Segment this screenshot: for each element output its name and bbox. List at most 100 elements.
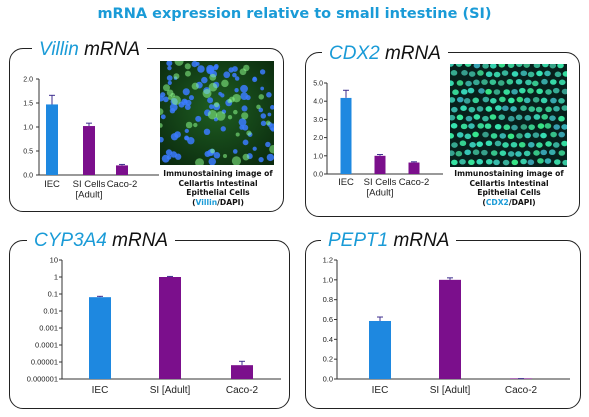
villin-nucleus bbox=[166, 75, 173, 81]
villin-nucleus bbox=[166, 61, 173, 67]
pept1-y-tick-label: 0.2 bbox=[323, 355, 333, 364]
villin-signal bbox=[193, 122, 198, 128]
cdx2-nucleus bbox=[542, 64, 549, 68]
villin-signal bbox=[173, 73, 180, 80]
villin-nucleus bbox=[167, 80, 172, 85]
cdx2-category-label: [Adult] bbox=[367, 188, 394, 199]
cdx2-nucleus bbox=[535, 106, 543, 113]
cdx2-nucleus bbox=[532, 96, 540, 103]
cdx2-nucleus bbox=[552, 142, 560, 148]
cdx2-nucleus bbox=[482, 131, 489, 138]
cdx2-nucleus bbox=[544, 123, 552, 129]
cdx2-nucleus bbox=[507, 133, 515, 140]
villin-nucleus bbox=[208, 157, 217, 165]
villin-signal bbox=[184, 70, 191, 77]
villin-category-label: Caco-2 bbox=[107, 179, 138, 190]
cdx2-y-tick-label: 0.0 bbox=[313, 172, 323, 179]
villin-caption-line4: (Villin/DAPI) bbox=[154, 198, 282, 208]
cdx2-nucleus bbox=[456, 80, 464, 86]
cdx2-nucleus bbox=[527, 88, 534, 94]
cdx2-nucleus bbox=[561, 88, 567, 95]
cdx2-nucleus bbox=[528, 124, 535, 130]
cdx2-gene-name: CDX2 bbox=[329, 43, 380, 64]
cdx2-nucleus bbox=[476, 158, 484, 165]
villin-nucleus bbox=[206, 64, 215, 73]
cdx2-chart: 0.0 1.0 2.0 3.0 4.0 5.0 IEC SI Cells[Adult] Caco… bbox=[313, 81, 443, 199]
cdx2-nucleus bbox=[473, 114, 481, 120]
cdx2-nucleus bbox=[463, 98, 471, 104]
cdx2-nucleus bbox=[511, 88, 518, 95]
cdx2-category-label: SI Cells bbox=[364, 177, 397, 188]
villin-caption-open: ( bbox=[192, 197, 196, 207]
villin-chart: 0.0 0.5 1.0 1.5 2.0 IEC SI Cells[Adult] Caco-2 bbox=[23, 77, 159, 201]
villin-nucleus bbox=[204, 150, 211, 158]
cdx2-nucleus bbox=[533, 114, 541, 120]
villin-signal bbox=[256, 104, 261, 110]
pept1-bar-2 bbox=[439, 279, 461, 379]
villin-nucleus bbox=[197, 65, 205, 73]
cdx2-nucleus bbox=[456, 132, 464, 138]
villin-category-label: [Adult] bbox=[76, 190, 103, 201]
villin-nucleus bbox=[160, 114, 166, 120]
cdx2-y-tick-label: 3.0 bbox=[313, 117, 323, 124]
cdx2-nucleus bbox=[461, 70, 468, 76]
cdx2-nucleus bbox=[510, 106, 517, 112]
cdx2-nucleus bbox=[460, 123, 468, 130]
cdx2-nucleus bbox=[485, 106, 493, 112]
cdx2-caption-line2: Cellartis Intestinal bbox=[469, 178, 549, 188]
cdx2-nucleus bbox=[520, 124, 528, 130]
cdx2-nucleus bbox=[540, 132, 547, 139]
cdx2-panel-title: CDX2 mRNA bbox=[322, 43, 448, 65]
cdx2-bar-3 bbox=[408, 162, 420, 174]
cdx2-nucleus bbox=[552, 87, 560, 94]
villin-nucleus bbox=[160, 95, 164, 102]
pept1-category-label: IEC bbox=[372, 385, 389, 396]
villin-nucleus bbox=[234, 76, 240, 81]
cdx2-nucleus bbox=[494, 123, 502, 130]
villin-caption-line3: Epithelial Cells bbox=[186, 188, 250, 197]
cdx2-nucleus bbox=[540, 97, 548, 104]
cdx2-nucleus bbox=[450, 123, 458, 129]
villin-nucleus bbox=[195, 61, 200, 66]
cdx2-nucleus bbox=[476, 106, 484, 112]
cdx2-nucleus bbox=[520, 158, 527, 165]
cyp3a4-y-tick-label: 0.00001 bbox=[31, 358, 58, 367]
villin-signal bbox=[184, 63, 191, 70]
cdx2-nucleus bbox=[507, 64, 515, 68]
cdx2-nucleus bbox=[549, 115, 556, 121]
cdx2-nucleus bbox=[450, 64, 454, 67]
villin-nucleus bbox=[183, 99, 188, 104]
cdx2-nucleus bbox=[558, 97, 565, 104]
cdx2-nucleus bbox=[489, 79, 497, 85]
villin-nucleus bbox=[232, 149, 238, 154]
cdx2-nucleus bbox=[518, 141, 526, 148]
villin-signal bbox=[162, 84, 170, 92]
cdx2-nucleus bbox=[554, 159, 561, 165]
cdx2-nucleus bbox=[452, 89, 459, 96]
cyp3a4-y-tick-label: 0.0001 bbox=[35, 341, 58, 350]
villin-nucleus bbox=[252, 146, 257, 151]
cdx2-nucleus bbox=[498, 64, 506, 68]
villin-nucleus bbox=[228, 67, 234, 73]
villin-signal bbox=[195, 158, 204, 165]
cdx2-nucleus bbox=[502, 142, 509, 148]
cdx2-nucleus bbox=[524, 132, 531, 139]
cyp3a4-mrna-label: mRNA bbox=[112, 230, 169, 251]
pept1-category-label: SI [Adult] bbox=[430, 385, 471, 396]
villin-signal bbox=[222, 153, 228, 159]
cdx2-nucleus bbox=[510, 141, 518, 148]
cdx2-nucleus bbox=[464, 64, 472, 67]
cdx2-nucleus bbox=[472, 149, 480, 156]
villin-y-tick-label: 1.0 bbox=[23, 125, 33, 132]
cdx2-nucleus bbox=[451, 142, 458, 148]
cdx2-nucleus bbox=[558, 150, 566, 156]
cdx2-nucleus bbox=[468, 106, 476, 113]
cdx2-nucleus bbox=[516, 133, 523, 139]
villin-nucleus bbox=[241, 105, 248, 112]
cdx2-nucleus bbox=[477, 70, 484, 76]
cdx2-nucleus bbox=[499, 150, 507, 156]
villin-panel-title: Villin mRNA bbox=[32, 39, 148, 61]
cdx2-nucleus bbox=[533, 150, 540, 156]
cdx2-nucleus bbox=[485, 140, 493, 147]
villin-category-label: IEC bbox=[44, 179, 60, 190]
